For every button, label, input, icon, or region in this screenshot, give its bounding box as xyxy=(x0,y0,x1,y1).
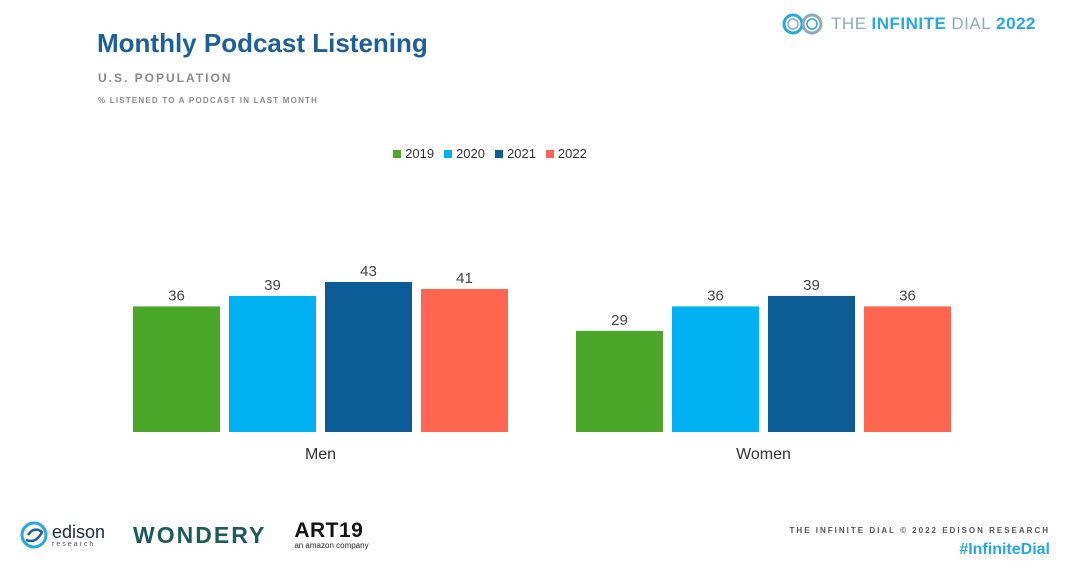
footer-credit: THE INFINITE DIAL © 2022 EDISON RESEARCH xyxy=(789,526,1050,535)
bar-men-2022 xyxy=(421,288,508,432)
brand-year: 2022 xyxy=(996,14,1036,33)
data-label: 36 xyxy=(899,287,916,304)
edison-swirl-icon xyxy=(20,521,48,549)
category-label: Women xyxy=(736,446,791,463)
brand-suffix: DIAL xyxy=(951,14,992,33)
legend-label: 2022 xyxy=(557,146,587,161)
edison-logo: edison research xyxy=(20,518,105,552)
bar-men-2019 xyxy=(133,306,220,432)
data-label: 39 xyxy=(803,277,820,294)
data-label: 36 xyxy=(168,287,185,304)
bar-men-2021 xyxy=(325,282,412,432)
legend-swatch xyxy=(444,149,453,158)
infinite-dial-brand: THE INFINITE DIAL 2022 xyxy=(781,13,1036,35)
art19-logo: ART19 an amazon company xyxy=(294,520,368,550)
data-label: 36 xyxy=(707,287,724,304)
data-label: 41 xyxy=(456,270,473,287)
bar-women-2019 xyxy=(576,330,663,432)
chart-legend: 2019 2020 2021 2022 xyxy=(0,146,980,161)
brand-name: INFINITE xyxy=(871,14,947,33)
bar-women-2022 xyxy=(864,306,951,432)
data-label: 39 xyxy=(264,277,281,294)
chart-note: % LISTENED TO A PODCAST IN LAST MONTH xyxy=(98,96,319,105)
bar-women-2020 xyxy=(672,306,759,432)
legend-item-2021: 2021 xyxy=(495,146,536,161)
edison-name: edison xyxy=(52,521,106,542)
legend-swatch xyxy=(545,149,554,158)
edison-sub: research xyxy=(52,540,96,548)
data-label: 43 xyxy=(360,263,377,280)
category-label: Men xyxy=(305,446,336,463)
art19-sub: an amazon company xyxy=(294,541,369,550)
legend-item-2020: 2020 xyxy=(444,146,485,161)
footer-hashtag: #InfiniteDial xyxy=(959,541,1050,558)
legend-label: 2019 xyxy=(405,146,435,161)
bar-women-2021 xyxy=(768,295,855,432)
chart-subtitle: U.S. POPULATION xyxy=(98,71,233,85)
bar-chart: 36 39 43 41 Men 29 36 39 36 Women xyxy=(133,263,951,463)
infinity-rings-icon xyxy=(782,13,823,35)
art19-name: ART19 xyxy=(294,519,364,542)
legend-item-2022: 2022 xyxy=(545,146,587,161)
legend-swatch xyxy=(495,149,503,158)
footer-credit-block: THE INFINITE DIAL © 2022 EDISON RESEARCH… xyxy=(790,526,1050,559)
sponsor-logos: edison research WONDERY ART19 an amazon … xyxy=(20,518,369,552)
legend-label: 2020 xyxy=(456,146,485,161)
legend-item-2019: 2019 xyxy=(393,146,434,161)
chart-title: Monthly Podcast Listening xyxy=(97,28,428,58)
legend-swatch xyxy=(393,149,402,158)
data-label: 29 xyxy=(611,312,628,329)
legend-label: 2021 xyxy=(507,146,536,161)
brand-prefix: THE xyxy=(831,14,867,33)
bar-men-2020 xyxy=(229,295,316,432)
wondery-logo: WONDERY xyxy=(133,521,267,548)
